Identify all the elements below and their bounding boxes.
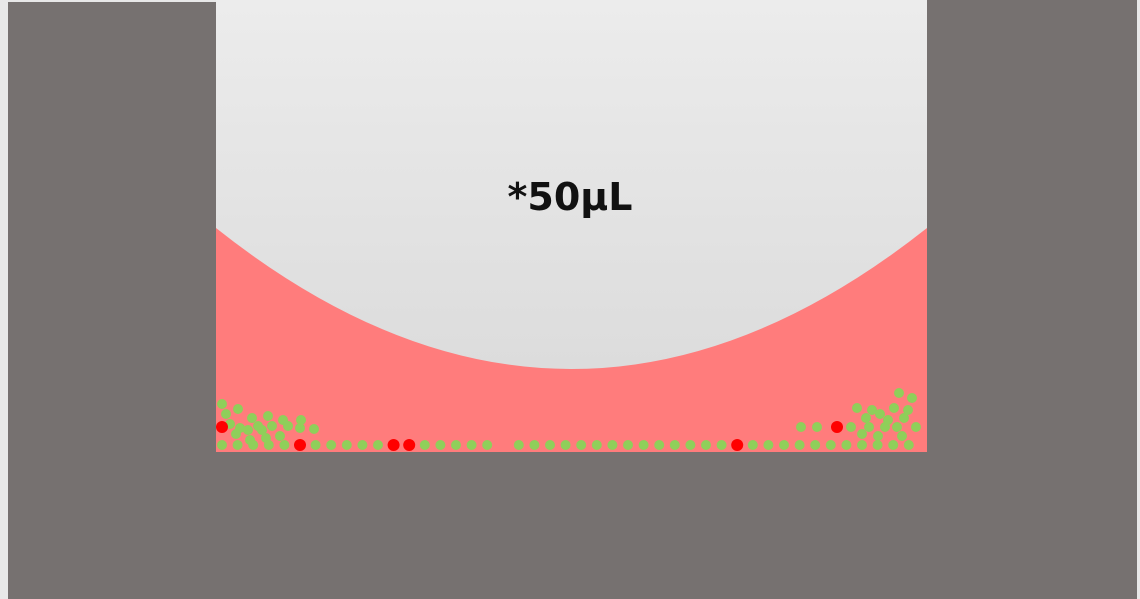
green-cell (899, 413, 909, 423)
green-cell (857, 440, 867, 450)
green-cell (545, 440, 555, 450)
green-cell (275, 431, 285, 441)
green-cell (763, 440, 774, 450)
green-cell (261, 433, 271, 443)
green-cell (638, 440, 649, 450)
red-cell (403, 439, 416, 451)
green-cell (435, 440, 446, 450)
green-cell (701, 440, 711, 450)
green-cell (529, 440, 540, 450)
green-cell (373, 440, 383, 450)
green-cell (747, 440, 758, 450)
green-cell (779, 440, 789, 450)
green-cell (560, 440, 571, 450)
well-bottom (8, 452, 1137, 599)
green-cell (911, 422, 921, 432)
green-cell (892, 422, 902, 432)
red-cell (387, 439, 400, 451)
green-cell (872, 440, 883, 450)
green-cell (245, 435, 255, 445)
red-cell (294, 439, 306, 451)
red-cell (216, 421, 228, 433)
green-cell (812, 422, 822, 432)
green-cell (857, 429, 867, 439)
cells-layer (216, 388, 921, 451)
green-cell (257, 425, 267, 435)
green-cell (231, 429, 241, 439)
green-cell (654, 440, 665, 450)
green-cell (263, 411, 273, 421)
green-cell (867, 405, 877, 415)
green-cell (591, 440, 602, 450)
green-cell (907, 393, 917, 403)
green-cell (861, 413, 871, 423)
green-cell (825, 440, 836, 450)
green-cell (685, 440, 696, 450)
green-cell (864, 422, 874, 432)
green-cell (794, 440, 805, 450)
green-cell (513, 440, 524, 450)
green-cell (873, 431, 883, 441)
green-cell (326, 440, 337, 450)
green-cell (221, 409, 231, 419)
green-cell (897, 431, 907, 441)
green-cell (341, 440, 352, 450)
green-cell (451, 440, 461, 450)
green-cell (295, 423, 305, 433)
green-cell (247, 413, 257, 423)
green-cell (243, 425, 253, 435)
volume-label: *50µL (507, 175, 633, 219)
green-cell (888, 440, 899, 450)
red-cell (831, 421, 843, 433)
green-cell (623, 440, 633, 450)
green-cell (669, 440, 680, 450)
green-cell (466, 440, 477, 450)
green-cell (482, 440, 493, 450)
green-cell (841, 440, 852, 450)
green-cell (309, 424, 319, 434)
green-cell (846, 422, 856, 432)
meniscus-air-region (216, 0, 927, 369)
green-cell (903, 405, 913, 415)
green-cell (607, 440, 618, 450)
green-cell (279, 440, 290, 450)
red-cell (731, 439, 744, 451)
green-cell (217, 440, 227, 450)
green-cell (894, 388, 904, 398)
green-cell (217, 399, 227, 409)
green-cell (233, 404, 243, 414)
green-cell (716, 440, 727, 450)
green-cell (576, 440, 587, 450)
green-cell (357, 440, 368, 450)
green-cell (232, 440, 243, 450)
green-cell (810, 440, 821, 450)
green-cell (903, 440, 914, 450)
green-cell (852, 403, 862, 413)
green-cell (296, 415, 306, 425)
green-cell (283, 421, 293, 431)
green-cell (889, 403, 899, 413)
green-cell (875, 409, 885, 419)
green-cell (796, 422, 806, 432)
green-cell (880, 422, 890, 432)
green-cell (267, 421, 277, 431)
green-cell (419, 440, 430, 450)
green-cell (310, 440, 321, 450)
